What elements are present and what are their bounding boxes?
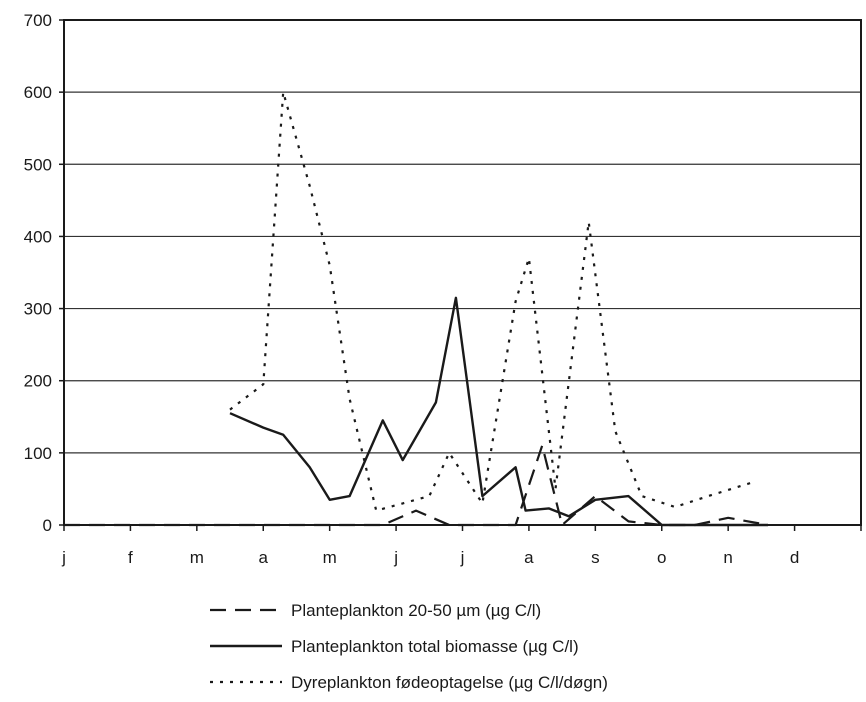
y-tick-label: 200 [24,372,52,391]
y-tick-label: 600 [24,83,52,102]
y-tick-label: 700 [24,11,52,30]
x-tick-label: o [657,548,666,567]
grid-lines [59,19,861,526]
x-tick-label: m [190,548,204,567]
x-tick-label: j [460,548,465,567]
y-tick-label: 0 [43,516,52,535]
x-tick-label: j [393,548,398,567]
series-line-dashed [64,444,769,527]
legend-label: Planteplankton 20-50 µm (µg C/l) [291,601,541,620]
x-tick-label: a [524,548,534,567]
y-tick-label: 100 [24,444,52,463]
y-tick-label: 400 [24,227,52,246]
x-tick-label: n [723,548,732,567]
legend: Planteplankton 20-50 µm (µg C/l) Plantepl… [210,601,608,692]
x-tick-label: s [591,548,600,567]
legend-label: Dyreplankton fødeoptagelse (µg C/l/døgn) [291,673,608,692]
x-tick-label: d [790,548,799,567]
series-line-dotted [229,90,756,512]
y-axis-tick-labels: 0 100 200 300 400 500 600 700 [24,11,52,535]
x-tick-label: j [61,548,66,567]
y-tick-label: 300 [24,300,52,319]
x-tick-label: a [259,548,269,567]
x-tick-label: f [128,548,133,567]
y-tick-label: 500 [24,155,52,174]
x-tick-label: m [323,548,337,567]
legend-label: Planteplankton total biomasse (µg C/l) [291,637,579,656]
series-line-solid [229,296,768,527]
plot-frame [63,19,862,526]
